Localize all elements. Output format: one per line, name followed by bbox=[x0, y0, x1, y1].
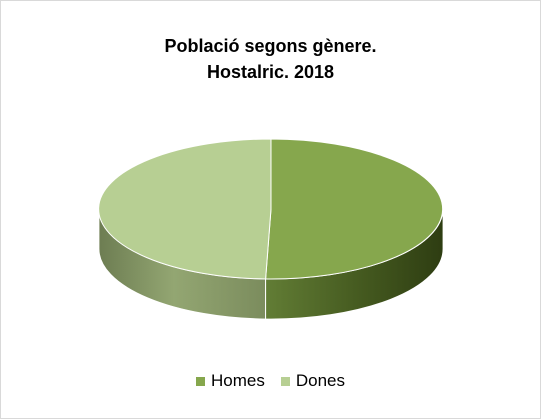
pie-slice-homes bbox=[265, 138, 444, 280]
pie-slice-dones bbox=[98, 138, 272, 280]
chart-title: Població segons gènere. Hostalric. 2018 bbox=[1, 33, 540, 85]
legend-label-dones: Dones bbox=[295, 371, 345, 390]
chart-title-line-1: Població segons gènere. bbox=[164, 36, 377, 56]
legend-label-homes: Homes bbox=[211, 371, 265, 390]
legend: Homes Dones bbox=[1, 371, 540, 391]
legend-swatch-dones bbox=[280, 376, 290, 386]
legend-item-dones: Dones bbox=[280, 371, 345, 391]
legend-item-homes: Homes bbox=[196, 371, 265, 391]
legend-swatch-homes bbox=[196, 376, 205, 386]
chart-title-line-2: Hostalric. 2018 bbox=[206, 62, 335, 82]
